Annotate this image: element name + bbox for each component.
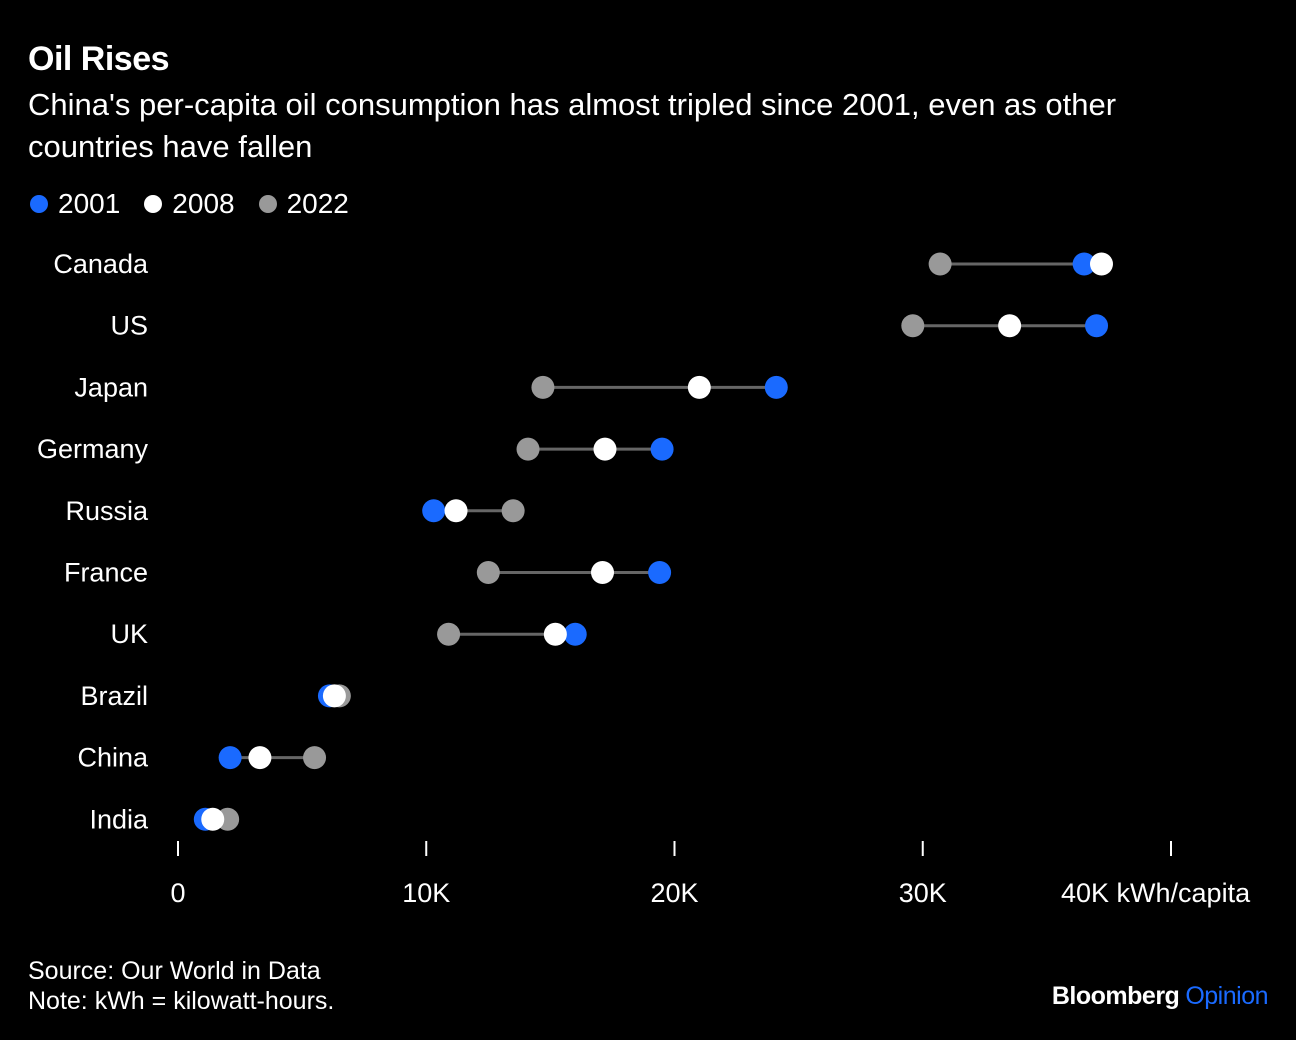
- legend-swatch-2001: [30, 195, 48, 213]
- dot-germany-2008: [593, 437, 617, 461]
- legend-item-2022: 2022: [258, 188, 349, 220]
- dot-uk-2008: [543, 622, 567, 646]
- legend-swatch-2008: [144, 195, 163, 213]
- dot-plot: Canada US Japan Germany Russia France UK Brazil…: [37, 249, 1251, 908]
- dot-brazil-2008: [322, 684, 346, 708]
- dot-france-2008: [591, 561, 615, 584]
- dot-china-2008: [248, 746, 272, 770]
- dot-uk-2001: [563, 622, 587, 646]
- dot-germany-2001: [650, 437, 674, 461]
- legend-swatch-2022: [258, 195, 277, 213]
- category-label-canada: Canada: [53, 249, 149, 279]
- legend-item-2008: 2008: [144, 188, 235, 220]
- legend-item-2001: 2001: [30, 188, 120, 220]
- legend-label-2022: 2022: [286, 188, 349, 219]
- dot-japan-2001: [764, 375, 788, 399]
- dot-canada-2008: [1089, 252, 1113, 276]
- dot-uk-2022: [437, 622, 461, 646]
- brand-logo: Bloomberg Opinion: [1051, 982, 1269, 1011]
- category-label-russia: Russia: [65, 496, 149, 526]
- dot-russia-2001: [422, 499, 446, 523]
- dot-canada-2022: [928, 252, 952, 276]
- dot-japan-2022: [531, 375, 555, 399]
- dot-france-2022: [476, 561, 500, 584]
- legend-label-2008: 2008: [172, 188, 235, 219]
- dot-canada-2001: [1072, 252, 1096, 276]
- note-text: Note: kWh = kilowatt-hours.: [28, 987, 335, 1015]
- dot-china-2022: [303, 746, 327, 770]
- x-tick-label-0: 0: [170, 878, 185, 908]
- x-tick-label-4: 40K kWh/capita: [1061, 878, 1251, 908]
- legend-label-2001: 2001: [58, 188, 121, 219]
- dot-japan-2008: [687, 375, 711, 399]
- dot-russia-2008: [444, 499, 468, 523]
- dot-us-2001: [1085, 314, 1109, 338]
- category-label-china: China: [77, 743, 149, 773]
- dot-india-2008: [201, 807, 225, 831]
- category-label-india: India: [89, 804, 149, 834]
- x-tick-label-2: 20K: [650, 878, 698, 908]
- category-label-brazil: Brazil: [80, 681, 148, 711]
- category-label-us: US: [110, 311, 148, 341]
- category-label-france: France: [64, 558, 148, 588]
- chart-subtitle: China's per-capita oil consumption has a…: [28, 87, 1117, 164]
- dot-france-2001: [648, 561, 672, 584]
- legend: 2001 2008 2022: [30, 188, 373, 220]
- dot-us-2008: [998, 314, 1022, 338]
- dot-russia-2022: [501, 499, 525, 523]
- dot-germany-2022: [516, 437, 540, 461]
- x-tick-label-1: 10K: [402, 878, 450, 908]
- x-tick-label-3: 30K: [899, 878, 947, 908]
- footer-notes: Source: Our World in Data Note: kWh = ki…: [28, 956, 334, 1016]
- dot-us-2022: [901, 314, 925, 338]
- category-label-japan: Japan: [74, 372, 148, 402]
- dot-china-2001: [218, 746, 242, 770]
- source-text: Source: Our World in Data: [28, 957, 321, 985]
- chart-title: Oil Rises: [28, 40, 170, 78]
- category-label-uk: UK: [110, 619, 148, 649]
- brand-name: Bloomberg: [1051, 982, 1180, 1010]
- category-label-germany: Germany: [37, 434, 149, 464]
- brand-section: Opinion: [1185, 982, 1268, 1010]
